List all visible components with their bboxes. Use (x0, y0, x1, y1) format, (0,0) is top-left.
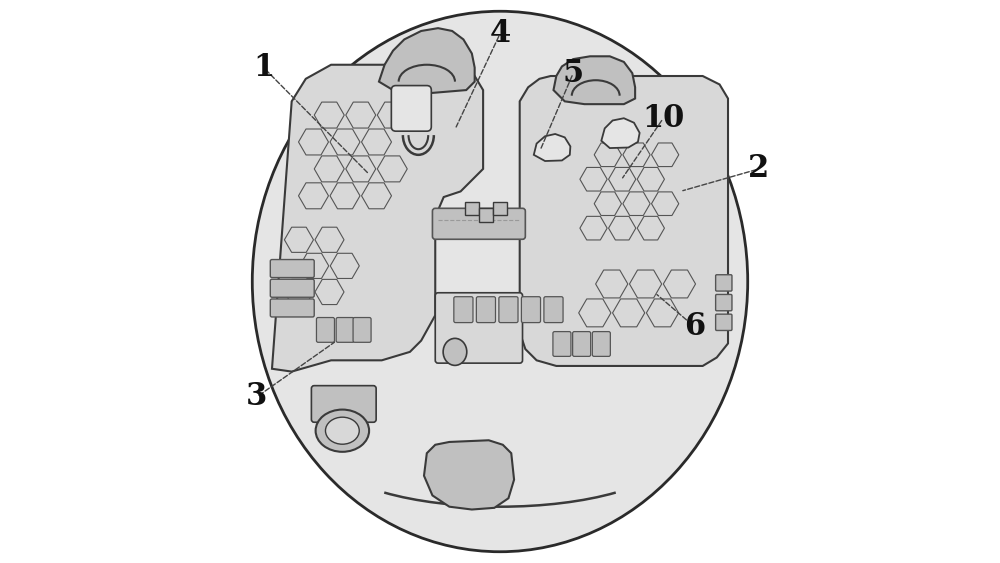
Text: 1: 1 (253, 52, 274, 83)
Polygon shape (553, 56, 635, 104)
Bar (479, 208, 493, 222)
FancyBboxPatch shape (270, 260, 314, 278)
FancyBboxPatch shape (435, 293, 523, 363)
FancyBboxPatch shape (336, 318, 354, 342)
Text: 6: 6 (684, 311, 705, 342)
FancyBboxPatch shape (716, 275, 732, 291)
FancyBboxPatch shape (716, 294, 732, 311)
FancyBboxPatch shape (311, 386, 376, 422)
Text: 3: 3 (246, 381, 267, 413)
FancyBboxPatch shape (553, 332, 571, 356)
FancyBboxPatch shape (454, 297, 473, 323)
Bar (493, 202, 507, 215)
FancyBboxPatch shape (391, 86, 431, 131)
Polygon shape (272, 65, 483, 372)
Ellipse shape (443, 338, 467, 365)
FancyBboxPatch shape (270, 299, 314, 317)
FancyBboxPatch shape (521, 297, 541, 323)
Polygon shape (520, 76, 728, 366)
Polygon shape (601, 118, 640, 148)
FancyBboxPatch shape (432, 208, 525, 239)
FancyBboxPatch shape (476, 297, 495, 323)
FancyBboxPatch shape (270, 279, 314, 297)
FancyBboxPatch shape (544, 297, 563, 323)
FancyBboxPatch shape (592, 332, 610, 356)
Text: 10: 10 (642, 102, 684, 134)
Text: 5: 5 (563, 57, 584, 89)
Ellipse shape (325, 417, 359, 444)
Text: 4: 4 (489, 18, 511, 50)
FancyBboxPatch shape (716, 314, 732, 330)
Polygon shape (424, 440, 514, 510)
FancyBboxPatch shape (316, 318, 334, 342)
Polygon shape (534, 134, 570, 161)
Bar (465, 202, 479, 215)
Ellipse shape (316, 410, 369, 452)
Polygon shape (379, 28, 475, 93)
Text: 2: 2 (748, 153, 770, 185)
FancyBboxPatch shape (353, 318, 371, 342)
FancyBboxPatch shape (573, 332, 591, 356)
FancyBboxPatch shape (499, 297, 518, 323)
Ellipse shape (252, 11, 748, 552)
